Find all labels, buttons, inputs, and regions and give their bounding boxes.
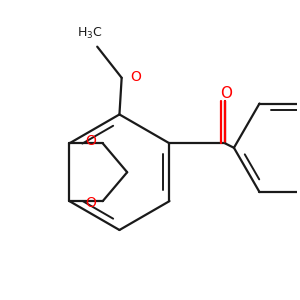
Text: O: O (85, 196, 96, 210)
Text: H$_3$C: H$_3$C (77, 26, 102, 41)
Text: O: O (131, 70, 142, 84)
Text: O: O (85, 134, 96, 148)
Text: O: O (220, 86, 232, 101)
